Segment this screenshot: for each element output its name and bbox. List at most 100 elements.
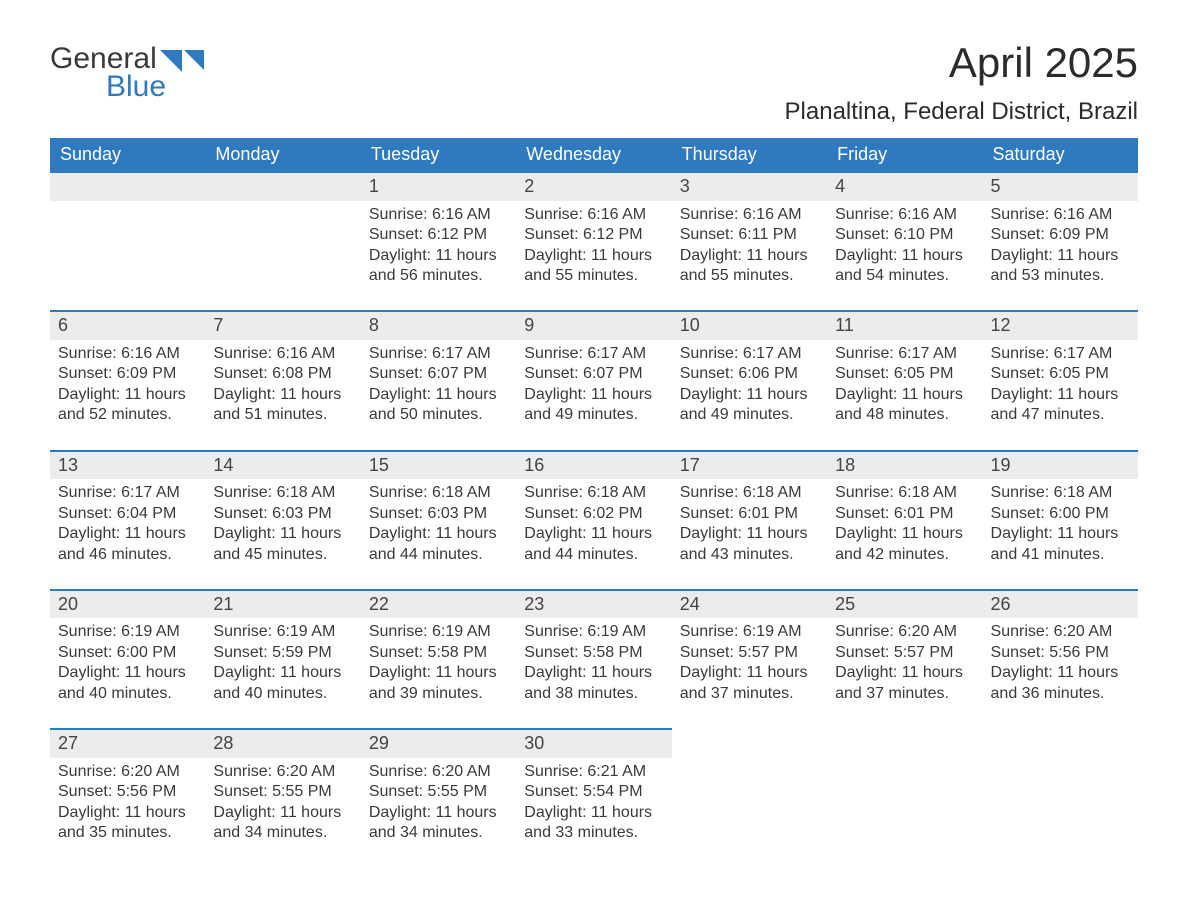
sunset-line: Sunset: 6:11 PM bbox=[680, 225, 819, 245]
day-number: 17 bbox=[672, 450, 827, 479]
calendar-body: 12345Sunrise: 6:16 AMSunset: 6:12 PMDayl… bbox=[50, 171, 1138, 867]
weekday-header-row: SundayMondayTuesdayWednesdayThursdayFrid… bbox=[50, 138, 1138, 171]
day-details: Sunrise: 6:16 AMSunset: 6:10 PMDaylight:… bbox=[827, 201, 982, 311]
day-cell-number bbox=[50, 171, 205, 200]
sunrise-line: Sunrise: 6:16 AM bbox=[680, 205, 819, 225]
day-cell-body: Sunrise: 6:16 AMSunset: 6:12 PMDaylight:… bbox=[361, 201, 516, 311]
day-number: 8 bbox=[361, 310, 516, 339]
daylight-line: Daylight: 11 hours and 55 minutes. bbox=[680, 246, 819, 287]
daylight-line: Daylight: 11 hours and 38 minutes. bbox=[524, 663, 663, 704]
day-details: Sunrise: 6:20 AMSunset: 5:55 PMDaylight:… bbox=[361, 758, 516, 868]
week-body-row: Sunrise: 6:16 AMSunset: 6:09 PMDaylight:… bbox=[50, 340, 1138, 450]
day-cell-body: Sunrise: 6:16 AMSunset: 6:08 PMDaylight:… bbox=[205, 340, 360, 450]
day-cell-body: Sunrise: 6:18 AMSunset: 6:00 PMDaylight:… bbox=[983, 479, 1138, 589]
sunrise-line: Sunrise: 6:20 AM bbox=[991, 622, 1130, 642]
sunrise-line: Sunrise: 6:20 AM bbox=[58, 762, 197, 782]
day-number: 25 bbox=[827, 589, 982, 618]
day-details bbox=[50, 201, 205, 301]
daylight-line: Daylight: 11 hours and 34 minutes. bbox=[369, 803, 508, 844]
day-cell-number: 15 bbox=[361, 450, 516, 479]
sunrise-line: Sunrise: 6:21 AM bbox=[524, 762, 663, 782]
week-daynum-row: 13141516171819 bbox=[50, 450, 1138, 479]
daylight-line: Daylight: 11 hours and 39 minutes. bbox=[369, 663, 508, 704]
day-details: Sunrise: 6:19 AMSunset: 5:59 PMDaylight:… bbox=[205, 618, 360, 728]
sunrise-line: Sunrise: 6:18 AM bbox=[680, 483, 819, 503]
sunset-line: Sunset: 5:56 PM bbox=[58, 782, 197, 802]
day-cell-number: 7 bbox=[205, 310, 360, 339]
week-body-row: Sunrise: 6:20 AMSunset: 5:56 PMDaylight:… bbox=[50, 758, 1138, 868]
daylight-line: Daylight: 11 hours and 42 minutes. bbox=[835, 524, 974, 565]
sunset-line: Sunset: 5:58 PM bbox=[369, 643, 508, 663]
day-details: Sunrise: 6:18 AMSunset: 6:03 PMDaylight:… bbox=[361, 479, 516, 589]
day-details: Sunrise: 6:20 AMSunset: 5:56 PMDaylight:… bbox=[50, 758, 205, 868]
day-cell-body: Sunrise: 6:19 AMSunset: 5:58 PMDaylight:… bbox=[516, 618, 671, 728]
day-number: 24 bbox=[672, 589, 827, 618]
week-body-row: Sunrise: 6:17 AMSunset: 6:04 PMDaylight:… bbox=[50, 479, 1138, 589]
day-cell-number: 10 bbox=[672, 310, 827, 339]
sunrise-line: Sunrise: 6:16 AM bbox=[835, 205, 974, 225]
sunrise-line: Sunrise: 6:19 AM bbox=[524, 622, 663, 642]
day-number: 10 bbox=[672, 310, 827, 339]
day-cell-body bbox=[672, 758, 827, 868]
day-cell-body: Sunrise: 6:17 AMSunset: 6:07 PMDaylight:… bbox=[516, 340, 671, 450]
week-body-row: Sunrise: 6:19 AMSunset: 6:00 PMDaylight:… bbox=[50, 618, 1138, 728]
day-cell-body: Sunrise: 6:16 AMSunset: 6:10 PMDaylight:… bbox=[827, 201, 982, 311]
month-title: April 2025 bbox=[785, 40, 1138, 86]
sunrise-line: Sunrise: 6:19 AM bbox=[369, 622, 508, 642]
day-cell-body: Sunrise: 6:19 AMSunset: 5:57 PMDaylight:… bbox=[672, 618, 827, 728]
sunrise-line: Sunrise: 6:16 AM bbox=[213, 344, 352, 364]
day-cell-number: 11 bbox=[827, 310, 982, 339]
daylight-line: Daylight: 11 hours and 43 minutes. bbox=[680, 524, 819, 565]
brand-logo: General Blue bbox=[50, 40, 204, 104]
sunrise-line: Sunrise: 6:20 AM bbox=[369, 762, 508, 782]
day-cell-number: 13 bbox=[50, 450, 205, 479]
daylight-line: Daylight: 11 hours and 35 minutes. bbox=[58, 803, 197, 844]
day-cell-body: Sunrise: 6:20 AMSunset: 5:55 PMDaylight:… bbox=[361, 758, 516, 868]
day-number: 29 bbox=[361, 728, 516, 757]
daylight-line: Daylight: 11 hours and 33 minutes. bbox=[524, 803, 663, 844]
day-number: 13 bbox=[50, 450, 205, 479]
day-details: Sunrise: 6:18 AMSunset: 6:02 PMDaylight:… bbox=[516, 479, 671, 589]
day-number: 21 bbox=[205, 589, 360, 618]
day-cell-number: 25 bbox=[827, 589, 982, 618]
day-details: Sunrise: 6:18 AMSunset: 6:01 PMDaylight:… bbox=[672, 479, 827, 589]
sunset-line: Sunset: 6:05 PM bbox=[835, 364, 974, 384]
day-details: Sunrise: 6:18 AMSunset: 6:03 PMDaylight:… bbox=[205, 479, 360, 589]
day-number: 1 bbox=[361, 171, 516, 200]
day-details: Sunrise: 6:17 AMSunset: 6:05 PMDaylight:… bbox=[827, 340, 982, 450]
sunrise-line: Sunrise: 6:18 AM bbox=[213, 483, 352, 503]
day-number: 26 bbox=[983, 589, 1138, 618]
day-cell-body bbox=[983, 758, 1138, 868]
day-details: Sunrise: 6:19 AMSunset: 5:58 PMDaylight:… bbox=[516, 618, 671, 728]
day-details: Sunrise: 6:20 AMSunset: 5:57 PMDaylight:… bbox=[827, 618, 982, 728]
sunrise-line: Sunrise: 6:16 AM bbox=[369, 205, 508, 225]
day-cell-body: Sunrise: 6:20 AMSunset: 5:56 PMDaylight:… bbox=[983, 618, 1138, 728]
sunrise-line: Sunrise: 6:18 AM bbox=[524, 483, 663, 503]
week-daynum-row: 6789101112 bbox=[50, 310, 1138, 339]
day-cell-body bbox=[205, 201, 360, 311]
day-cell-number: 17 bbox=[672, 450, 827, 479]
day-details: Sunrise: 6:18 AMSunset: 6:00 PMDaylight:… bbox=[983, 479, 1138, 589]
day-details: Sunrise: 6:19 AMSunset: 5:57 PMDaylight:… bbox=[672, 618, 827, 728]
sunrise-line: Sunrise: 6:16 AM bbox=[524, 205, 663, 225]
sunset-line: Sunset: 6:08 PM bbox=[213, 364, 352, 384]
day-number: 20 bbox=[50, 589, 205, 618]
day-cell-body: Sunrise: 6:17 AMSunset: 6:07 PMDaylight:… bbox=[361, 340, 516, 450]
day-cell-body: Sunrise: 6:17 AMSunset: 6:05 PMDaylight:… bbox=[983, 340, 1138, 450]
sunset-line: Sunset: 6:05 PM bbox=[991, 364, 1130, 384]
day-cell-number: 28 bbox=[205, 728, 360, 757]
day-cell-number: 21 bbox=[205, 589, 360, 618]
day-number: 18 bbox=[827, 450, 982, 479]
day-cell-body: Sunrise: 6:16 AMSunset: 6:11 PMDaylight:… bbox=[672, 201, 827, 311]
day-cell-number bbox=[205, 171, 360, 200]
day-details: Sunrise: 6:16 AMSunset: 6:09 PMDaylight:… bbox=[50, 340, 205, 450]
day-details: Sunrise: 6:17 AMSunset: 6:04 PMDaylight:… bbox=[50, 479, 205, 589]
sunset-line: Sunset: 6:07 PM bbox=[524, 364, 663, 384]
day-cell-number: 3 bbox=[672, 171, 827, 200]
day-details: Sunrise: 6:19 AMSunset: 6:00 PMDaylight:… bbox=[50, 618, 205, 728]
day-cell-number bbox=[827, 728, 982, 757]
day-cell-number: 9 bbox=[516, 310, 671, 339]
day-number: 11 bbox=[827, 310, 982, 339]
day-number: 30 bbox=[516, 728, 671, 757]
day-cell-number: 23 bbox=[516, 589, 671, 618]
